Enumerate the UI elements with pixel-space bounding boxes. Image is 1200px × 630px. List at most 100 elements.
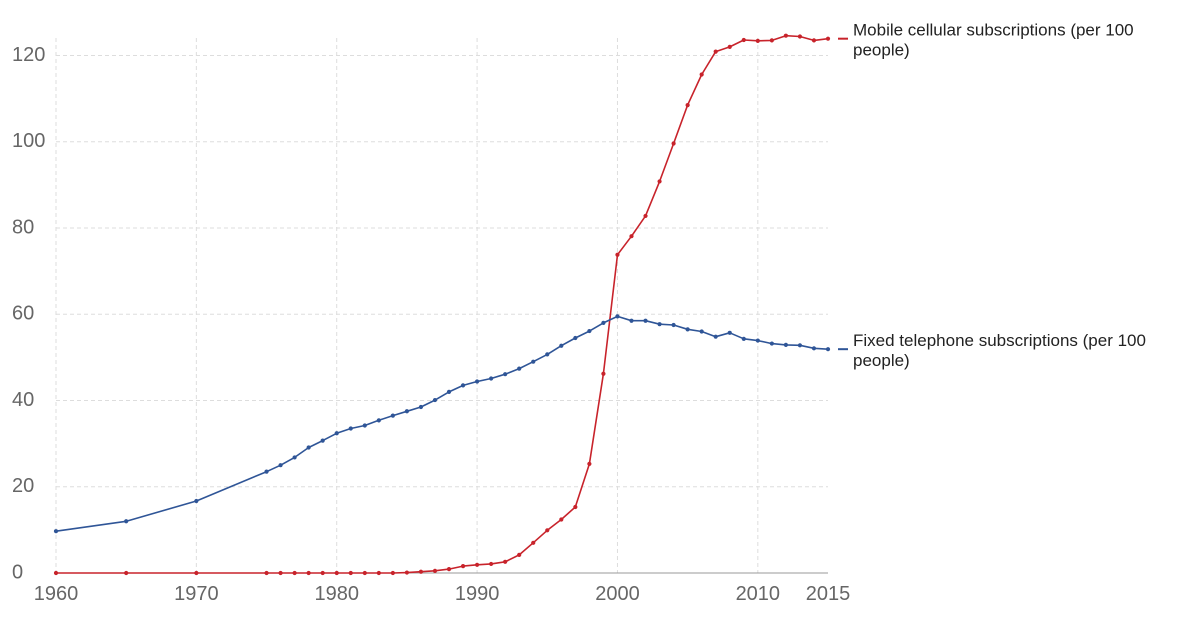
data-point <box>376 570 381 576</box>
y-tick-label: 60 <box>12 303 34 325</box>
data-point <box>545 352 550 357</box>
x-tick-label: 1980 <box>314 583 359 605</box>
series-labels: Mobile cellular subscriptions (per 100 pe… <box>838 21 1146 370</box>
data-point <box>573 504 578 510</box>
data-point <box>53 529 59 534</box>
series-label: Mobile cellular subscriptions (per 100 pe… <box>853 21 1134 60</box>
data-point <box>615 252 620 257</box>
data-point <box>559 343 564 348</box>
data-point <box>474 562 480 567</box>
x-tick-label: 2010 <box>736 583 781 605</box>
data-point <box>376 418 381 423</box>
data-point <box>741 336 746 341</box>
data-point <box>390 413 395 418</box>
data-point <box>418 569 424 574</box>
data-point <box>446 567 452 572</box>
data-point <box>685 327 690 332</box>
data-point <box>573 335 578 341</box>
data-point <box>348 426 353 431</box>
data-point <box>320 438 325 443</box>
data-point <box>811 38 817 43</box>
data-point <box>671 141 676 146</box>
data-point <box>474 379 480 384</box>
series-label-line: Fixed telephone subscriptions (per 100 <box>853 331 1146 350</box>
y-tick-label: 100 <box>12 130 45 152</box>
data-point <box>53 570 59 576</box>
data-point <box>306 570 311 576</box>
data-point <box>531 359 536 364</box>
data-point <box>545 528 550 533</box>
data-point <box>362 423 367 428</box>
data-point <box>124 570 129 576</box>
y-tick-label: 0 <box>12 561 23 583</box>
series-layer <box>53 33 831 576</box>
data-point <box>587 328 592 334</box>
data-point <box>334 431 339 436</box>
data-point <box>699 72 704 77</box>
data-point <box>517 552 522 557</box>
data-point <box>657 179 662 184</box>
data-point <box>783 33 788 38</box>
data-point <box>825 36 831 41</box>
x-tick-label: 1970 <box>174 583 219 605</box>
data-point <box>643 213 648 219</box>
data-point <box>503 559 508 564</box>
data-point <box>769 38 774 43</box>
data-point <box>292 570 297 576</box>
data-point <box>264 469 269 474</box>
data-point <box>825 347 831 352</box>
data-point <box>194 498 199 504</box>
data-point <box>755 38 760 43</box>
data-point <box>460 383 466 388</box>
x-tick-label: 2000 <box>595 583 640 605</box>
y-tick-label: 120 <box>12 44 45 66</box>
data-point <box>503 372 508 377</box>
data-point <box>685 102 690 108</box>
data-point <box>741 37 746 43</box>
data-point <box>629 234 634 239</box>
data-point <box>643 318 648 323</box>
data-point <box>194 570 199 576</box>
data-point <box>601 371 606 376</box>
data-point <box>797 34 803 39</box>
data-point <box>601 320 606 325</box>
data-point <box>334 570 339 576</box>
x-tick-label: 1960 <box>34 583 79 605</box>
data-point <box>559 517 564 522</box>
data-point <box>713 49 718 54</box>
data-point <box>629 318 634 323</box>
grid <box>56 38 828 573</box>
y-tick-label: 40 <box>12 389 34 411</box>
data-point <box>727 330 732 335</box>
data-point <box>446 389 452 394</box>
data-point <box>418 404 424 410</box>
series-label-line: Mobile cellular subscriptions (per 100 <box>853 21 1134 40</box>
x-tick-label: 2015 <box>806 583 851 605</box>
data-point <box>489 561 494 567</box>
data-point <box>348 570 353 576</box>
data-point <box>783 342 788 347</box>
data-point <box>755 338 760 343</box>
y-tick-label: 20 <box>12 475 34 497</box>
data-point <box>460 564 466 569</box>
data-point <box>320 570 325 576</box>
data-point <box>432 568 438 573</box>
data-point <box>292 455 297 460</box>
axes: 0 20 40 60 80 100 120 1960 1970 1980 1990 2000 2010 2… <box>12 38 850 605</box>
data-point <box>587 461 592 466</box>
series-label-line: people) <box>853 41 910 60</box>
data-point <box>713 334 718 339</box>
data-point <box>531 540 536 545</box>
data-point <box>797 343 803 348</box>
data-point <box>489 376 494 381</box>
data-point <box>278 570 283 576</box>
data-point <box>811 346 817 351</box>
series-line-0 <box>56 34 829 574</box>
series-label: Fixed telephone subscriptions (per 100 pe… <box>853 331 1146 370</box>
data-point <box>362 570 367 576</box>
data-point <box>657 322 662 327</box>
series-label-line: people) <box>853 351 910 370</box>
data-point <box>264 570 269 576</box>
data-point <box>769 341 774 346</box>
